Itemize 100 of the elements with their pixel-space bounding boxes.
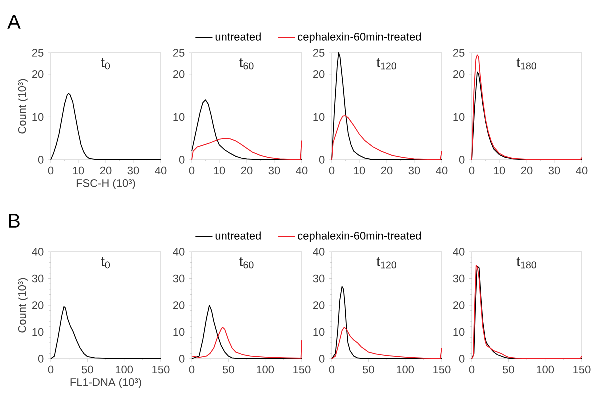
- x-tick-label: 20: [521, 166, 533, 175]
- x-tick-label: 50: [502, 366, 514, 374]
- chart-title: t$_{120}$: [376, 58, 396, 70]
- legend-label: cephalexin-60min-treated: [298, 232, 422, 242]
- y-tick-label: 25: [173, 49, 185, 57]
- line-series: [50, 93, 162, 160]
- x-tick-label: 50: [222, 366, 234, 374]
- chart-title: t$_{60}$: [240, 257, 254, 269]
- x-tick-label: 40: [436, 166, 448, 175]
- chart-title: t$_{0}$: [101, 257, 110, 269]
- y-tick-label: 25: [32, 49, 44, 57]
- x-tick-label: 100: [396, 366, 414, 374]
- x-tick-label: 100: [536, 366, 554, 374]
- text: B: [9, 214, 20, 228]
- x-tick-label: 50: [362, 366, 374, 374]
- y-tick-label: 0: [179, 156, 185, 164]
- chart-title: t$_{0}$: [101, 58, 110, 70]
- line-series: [192, 326, 302, 359]
- y-tick-label: 20: [453, 70, 465, 78]
- x-tick-label: 150: [574, 366, 591, 374]
- x-tick-label: 0: [48, 366, 54, 374]
- x-tick-label: 40: [296, 166, 308, 175]
- y-tick-label: 0: [319, 156, 325, 164]
- x-tick-label: 30: [128, 166, 140, 175]
- x-tick-label: 0: [48, 166, 54, 175]
- y-tick-label: 40: [32, 248, 44, 256]
- x-tick-label: 20: [381, 166, 393, 175]
- y-tick-label: 20: [453, 302, 465, 310]
- x-tick-label: 100: [116, 366, 134, 374]
- line-series: [332, 115, 442, 160]
- x-tick-label: 0: [189, 366, 195, 374]
- line-series: [50, 306, 162, 360]
- chart-title: t$_{180}$: [516, 58, 536, 70]
- chart-title: t$_{120}$: [376, 257, 396, 269]
- x-tick-label: 0: [329, 366, 335, 374]
- y-tick-label: 10: [454, 113, 465, 122]
- chart-title: t$_{180}$: [516, 257, 536, 269]
- legend-label: untreated: [216, 32, 261, 41]
- x-tick-label: 20: [100, 166, 112, 175]
- y-tick-label: 40: [313, 248, 325, 256]
- x-tick-label: 150: [434, 366, 451, 374]
- x-tick-label: 30: [548, 166, 560, 175]
- y-axis-title: Count (10³): [18, 278, 28, 333]
- y-tick-label: 20: [313, 302, 325, 310]
- x-tick-label: 0: [469, 366, 475, 374]
- x-tick-label: 0: [469, 166, 475, 175]
- y-tick-label: 25: [313, 49, 325, 57]
- y-tick-label: 0: [459, 156, 465, 164]
- legend-label: untreated: [216, 232, 261, 240]
- y-tick-label: 30: [32, 274, 44, 283]
- y-tick-label: 10: [174, 328, 185, 336]
- y-tick-label: 30: [313, 274, 325, 283]
- x-tick-label: 10: [73, 166, 84, 175]
- x-tick-label: 0: [329, 166, 335, 175]
- x-tick-label: 10: [354, 166, 366, 175]
- y-tick-label: 40: [453, 248, 465, 256]
- y-tick-label: 0: [319, 355, 325, 363]
- y-tick-label: 30: [453, 274, 465, 283]
- x-tick-label: 150: [294, 366, 311, 374]
- y-tick-label: 20: [32, 302, 44, 310]
- y-tick-label: 10: [314, 113, 325, 122]
- x-tick-label: 0: [189, 166, 195, 175]
- y-tick-label: 20: [313, 70, 325, 78]
- y-tick-label: 0: [38, 156, 44, 164]
- x-tick-label: 40: [155, 166, 167, 175]
- y-tick-label: 20: [173, 70, 185, 78]
- line-series: [192, 100, 302, 160]
- y-tick-label: 10: [314, 328, 325, 336]
- y-tick-label: 40: [173, 248, 185, 256]
- x-tick-label: 40: [576, 166, 588, 175]
- x-tick-label: 10: [494, 166, 506, 175]
- x-tick-label: 10: [214, 166, 226, 175]
- chart-title: t$_{60}$: [240, 58, 254, 70]
- y-tick-label: 10: [32, 328, 44, 336]
- x-tick-label: 50: [82, 366, 94, 374]
- x-tick-label: 20: [241, 166, 253, 175]
- line-series: [192, 305, 302, 360]
- x-tick-label: 30: [408, 166, 420, 175]
- line-series: [472, 54, 582, 160]
- x-tick-label: 30: [268, 166, 280, 175]
- y-tick-label: 0: [179, 355, 185, 363]
- y-tick-label: 30: [173, 274, 185, 283]
- text: A: [8, 15, 21, 29]
- y-tick-label: 20: [173, 302, 185, 310]
- x-tick-label: 150: [152, 366, 170, 374]
- y-tick-label: 0: [38, 355, 44, 363]
- y-tick-label: 20: [32, 70, 44, 78]
- y-tick-label: 25: [453, 49, 465, 57]
- y-axis-title: Count (10³): [18, 79, 28, 134]
- y-tick-label: 10: [174, 113, 185, 122]
- y-tick-label: 0: [459, 355, 465, 363]
- line-series: [332, 286, 442, 360]
- line-series: [332, 326, 442, 360]
- y-tick-label: 10: [454, 328, 465, 336]
- x-axis-title: FSC-H (10³): [76, 179, 136, 190]
- x-tick-label: 100: [256, 366, 274, 374]
- y-tick-label: 10: [32, 113, 44, 122]
- legend-label: cephalexin-60min-treated: [298, 32, 422, 44]
- line-series: [332, 52, 442, 160]
- x-axis-title: FL1-DNA (10³): [70, 378, 142, 388]
